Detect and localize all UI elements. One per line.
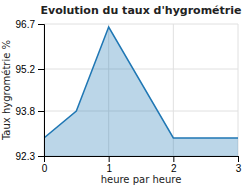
x-tick: 2 — [171, 156, 177, 174]
x-grid-line — [238, 24, 239, 156]
y-tick: 92.3 — [16, 151, 44, 162]
x-tick-label: 3 — [236, 163, 242, 174]
x-axis-line — [45, 157, 239, 163]
x-tick-label: 0 — [42, 163, 48, 174]
x-tick-mark — [238, 156, 239, 162]
y-tick: 95.2 — [16, 64, 44, 75]
area — [44, 27, 238, 156]
y-tick-mark — [38, 69, 44, 70]
plot-area: 0 1 2 3 92.3 93.8 95.2 96.7 — [16, 19, 242, 174]
y-tick-mark — [38, 156, 44, 157]
x-axis-title: heure par heure — [101, 174, 182, 185]
y-axis: 92.3 93.8 95.2 96.7 — [16, 19, 45, 162]
x-tick-mark — [173, 156, 174, 162]
y-tick-label: 93.8 — [16, 106, 36, 117]
y-grid-line — [44, 69, 238, 70]
marks — [44, 27, 238, 156]
y-tick-mark — [38, 24, 44, 25]
x-tick: 1 — [106, 156, 112, 174]
y-tick-label: 95.2 — [16, 64, 36, 75]
x-tick-label: 2 — [171, 163, 177, 174]
y-axis-title: Taux hygrométrie % — [1, 40, 12, 141]
x-tick: 3 — [236, 156, 242, 174]
y-tick-mark — [38, 111, 44, 112]
x-axis: 0 1 2 3 — [42, 156, 242, 174]
x-tick-mark — [109, 156, 110, 162]
y-tick: 96.7 — [16, 19, 44, 30]
y-tick-label: 92.3 — [16, 151, 36, 162]
y-tick: 93.8 — [16, 106, 44, 117]
title: Evolution du taux d'hygrométrie — [41, 4, 242, 17]
y-axis-line — [38, 25, 45, 157]
chart: 0 1 2 3 92.3 93.8 95.2 96.7 Evolution du taux d'… — [0, 0, 250, 188]
x-tick: 0 — [42, 156, 48, 174]
x-tick-label: 1 — [106, 163, 112, 174]
line — [44, 27, 238, 138]
grid — [44, 24, 238, 156]
y-grid-line — [44, 24, 238, 25]
y-tick-label: 96.7 — [16, 19, 36, 30]
